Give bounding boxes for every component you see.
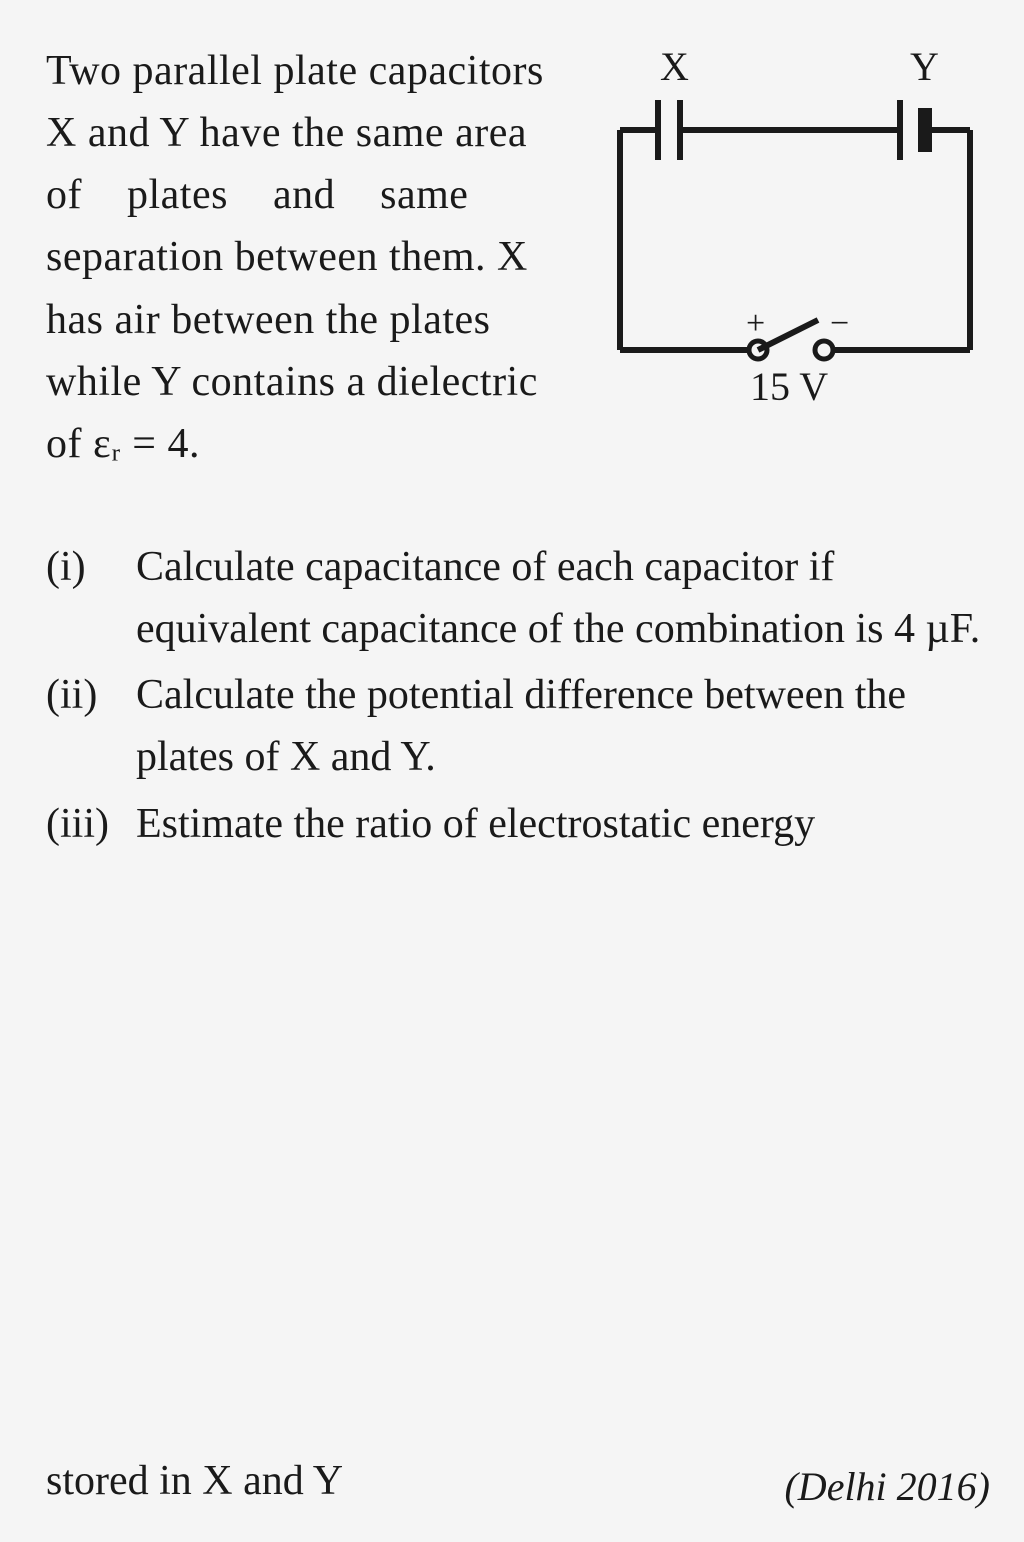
cutoff-text: stored in X and Y [46,1450,343,1512]
question-item: (ii) Calculate the potential difference … [46,664,990,788]
plus-sign: + [746,305,765,342]
intro-line-6: while Y contains a dielectric [46,351,576,413]
intro-line-5: has air between the plates [46,289,576,351]
question-list: (i) Calculate capacitance of each capaci… [46,536,990,855]
question-text: Estimate the ratio of electrostatic ener… [136,793,990,855]
capacitor-y-plate-right [918,108,932,152]
switch-terminal-right [815,341,833,359]
intro-line-3: of plates and same [46,164,576,226]
intro-block: Two parallel plate capacitors X and Y ha… [46,40,990,530]
intro-line-1: Two parallel plate capacitors [46,40,576,102]
circuit-diagram: X Y [600,50,990,430]
intro-line-2: X and Y have the same area [46,102,576,164]
intro-line-4: separation between them. X [46,226,576,288]
question-marker: (iii) [46,793,136,855]
question-marker: (ii) [46,664,136,788]
label-y: Y [910,50,939,89]
voltage-label: 15 V [750,364,828,409]
minus-sign: − [830,305,849,342]
label-x: X [660,50,689,89]
question-marker: (i) [46,536,136,660]
switch-arm [758,320,818,350]
question-text: Calculate capacitance of each capacitor … [136,536,990,660]
question-text: Calculate the potential difference betwe… [136,664,990,788]
question-item: (iii) Estimate the ratio of electrostati… [46,793,990,855]
page: Two parallel plate capacitors X and Y ha… [0,0,1024,1542]
question-item: (i) Calculate capacitance of each capaci… [46,536,990,660]
source-citation: (Delhi 2016) [784,1457,990,1516]
